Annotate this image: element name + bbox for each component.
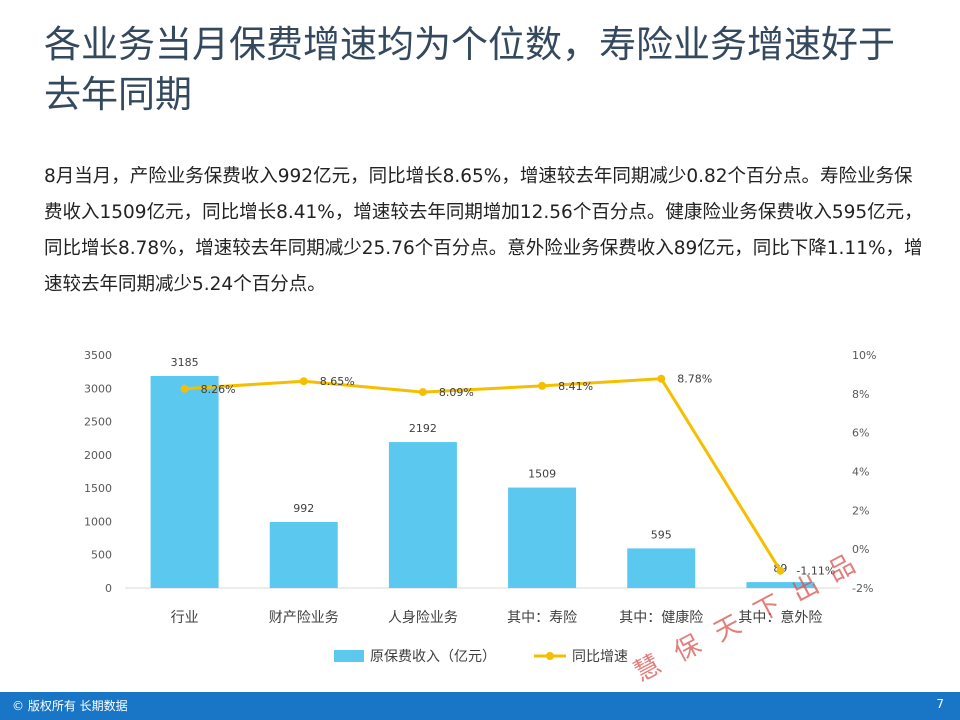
bar-value-label: 2192 (409, 422, 437, 435)
watermark-char: 天 (709, 609, 746, 648)
bar-value-label: 992 (293, 502, 314, 515)
x-category-label: 其中：健康险 (619, 609, 703, 626)
x-category-label: 其中：寿险 (507, 609, 577, 626)
watermark-char: 慧 (629, 649, 666, 688)
bar (388, 442, 457, 588)
y-right-tick-label: 10% (852, 349, 876, 362)
footer-copyright: © 版权所有 长期数据 (12, 699, 128, 713)
legend-line-marker (546, 652, 554, 660)
x-category-label: 行业 (171, 610, 199, 626)
y-left-tick-label: 3500 (84, 349, 112, 362)
growth-point (657, 374, 666, 383)
bar (508, 487, 577, 588)
bar-value-label: 3185 (171, 356, 199, 369)
watermark-char: 保 (669, 629, 706, 668)
slide-title: 各业务当月保费增速均为个位数，寿险业务增速好于去年同期 (44, 23, 895, 116)
growth-value-label: 8.26% (201, 383, 236, 396)
x-category-label: 财产险业务 (269, 610, 339, 626)
y-right-tick-label: 4% (852, 466, 869, 479)
growth-value-label: 8.41% (558, 380, 593, 393)
growth-point (776, 566, 785, 575)
x-category-label: 其中：意外险 (738, 609, 822, 626)
y-left-tick-label: 2000 (84, 449, 112, 462)
y-right-tick-label: 0% (852, 543, 869, 556)
x-category-label: 人身险业务 (388, 610, 458, 626)
legend-bar-swatch (334, 650, 364, 662)
y-right-tick-label: -2% (852, 582, 873, 595)
watermark-char: 出 (787, 569, 824, 608)
page-number: 7 (936, 697, 944, 711)
growth-value-label: 8.65% (320, 375, 355, 388)
y-right-tick-label: 2% (852, 504, 869, 517)
watermark-char: 品 (823, 552, 860, 588)
growth-point (418, 388, 427, 397)
bar-value-label: 595 (651, 528, 672, 541)
watermark-char: 下 (749, 589, 786, 628)
legend-bar-label: 原保费收入（亿元） (370, 649, 496, 665)
y-right-tick-label: 8% (852, 388, 869, 401)
combo-chart: 0 500 1000 1500 2000 2500 3000 3500 -2% 0% 2% 4% 6% 8… (84, 349, 876, 665)
footer-bar: © 版权所有 长期数据 7 (0, 692, 960, 720)
growth-point (180, 384, 189, 393)
growth-line (184, 377, 782, 572)
bar (746, 582, 815, 588)
y-right-tick-label: 6% (852, 427, 869, 440)
growth-point (299, 377, 308, 386)
y-left-tick-label: 500 (91, 549, 112, 562)
growth-point (538, 381, 547, 390)
y-left-tick-label: 1500 (84, 482, 112, 495)
bar-value-label: 1509 (528, 468, 556, 481)
y-left-tick-label: 0 (105, 582, 112, 595)
summary-paragraph: 8月当月，产险业务保费收入992亿元，同比增长8.65%，增速较去年同期减少0.… (44, 166, 923, 295)
y-left-tick-label: 1000 (84, 515, 112, 528)
bar (627, 548, 696, 588)
bar (269, 521, 338, 588)
growth-value-label: 8.09% (439, 386, 474, 399)
growth-value-label: -1.11% (796, 565, 835, 578)
y-left-tick-label: 2500 (84, 416, 112, 429)
growth-value-label: 8.78% (677, 373, 712, 386)
legend-line-label: 同比增速 (572, 649, 628, 665)
bar (150, 375, 219, 588)
y-left-tick-label: 3000 (84, 382, 112, 395)
